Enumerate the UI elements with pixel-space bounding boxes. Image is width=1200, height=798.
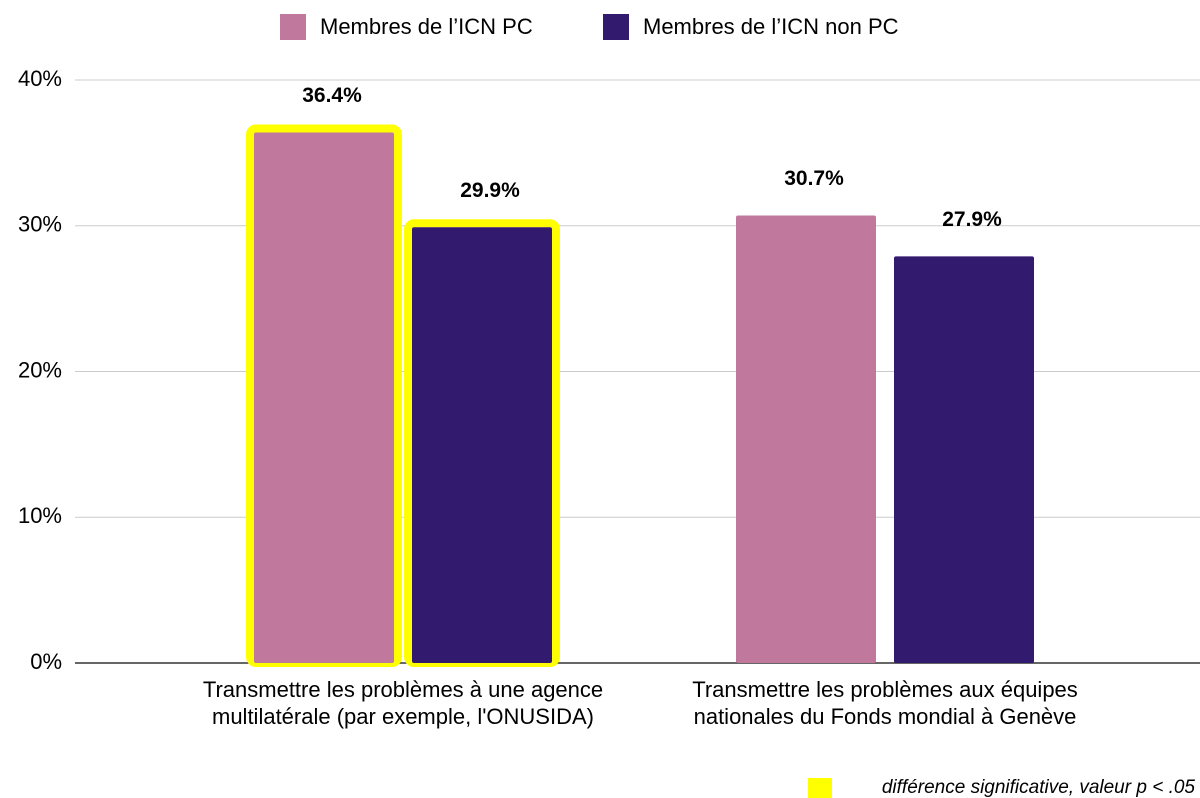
- bar: [412, 227, 552, 663]
- legend-label: Membres de l’ICN PC: [320, 14, 533, 39]
- y-tick-label: 10%: [18, 503, 62, 528]
- x-tick-label: Transmettre les problèmes à une agence m…: [202, 677, 604, 729]
- y-tick-label: 20%: [18, 357, 62, 382]
- annotation-swatch: [808, 778, 832, 798]
- y-tick-label: 40%: [18, 66, 62, 91]
- bar: [894, 256, 1034, 663]
- legend-swatch: [280, 14, 306, 40]
- y-tick-label: 30%: [18, 212, 62, 237]
- bar: [736, 215, 876, 664]
- data-label: 27.9%: [942, 208, 1002, 231]
- data-label: 36.4%: [302, 84, 362, 107]
- legend-swatch: [603, 14, 629, 40]
- bar: [254, 132, 394, 664]
- y-tick-label: 0%: [30, 649, 62, 674]
- data-label: 29.9%: [460, 179, 520, 202]
- x-tick-label: Transmettre les problèmes aux équipes na…: [692, 677, 1078, 729]
- annotation: différence significative, valeur p < .05: [882, 777, 1196, 798]
- data-label: 30.7%: [784, 167, 844, 190]
- legend-label: Membres de l’ICN non PC: [643, 14, 899, 39]
